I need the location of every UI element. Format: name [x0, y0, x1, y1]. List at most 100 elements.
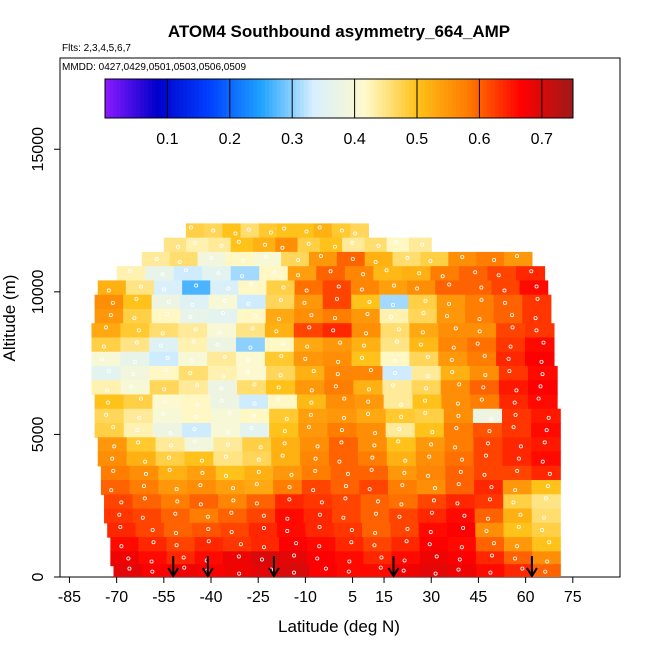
heat-cell: [97, 437, 128, 453]
colorbar-swatch: [413, 79, 418, 118]
sample-point: [259, 557, 264, 562]
heat-cell: [250, 537, 280, 552]
heat-cell: [322, 351, 353, 367]
heat-cell: [138, 551, 168, 567]
sample-point: [543, 496, 548, 501]
sample-point: [520, 566, 525, 571]
sample-point: [173, 511, 178, 516]
sample-point: [304, 288, 309, 293]
sample-point: [264, 255, 269, 260]
colorbar-swatch: [214, 79, 219, 118]
colorbar-swatch: [335, 79, 340, 118]
heat-cell: [94, 408, 125, 424]
colorbar-swatch: [284, 79, 289, 118]
colorbar-swatch: [296, 79, 301, 118]
heat-cell: [416, 480, 446, 495]
heat-cell: [248, 522, 278, 538]
sample-point: [543, 569, 548, 574]
sample-point: [127, 566, 132, 571]
heat-cell: [407, 280, 436, 296]
profile-arrow-head: [167, 567, 180, 578]
profile-arrow: [268, 556, 280, 578]
sample-point: [542, 440, 547, 445]
colorbar-swatch: [565, 79, 570, 118]
colorbar-swatch: [491, 79, 496, 118]
colorbar-swatch: [198, 79, 203, 118]
heat-cell: [467, 351, 497, 367]
colorbar-swatch: [190, 79, 196, 118]
sample-point: [366, 387, 371, 392]
sample-point: [181, 555, 186, 560]
sample-point: [117, 512, 122, 517]
sample-point: [276, 385, 281, 390]
heat-cell: [328, 451, 359, 467]
heat-cell: [493, 308, 523, 324]
sample-point: [515, 468, 520, 473]
heat-cell: [100, 465, 131, 481]
colorbar-swatch: [393, 79, 398, 118]
heat-cell: [502, 465, 533, 481]
heat-cell: [472, 408, 503, 424]
sample-point: [457, 557, 462, 562]
heat-cell: [149, 337, 179, 353]
heat-cell: [470, 394, 500, 410]
sample-point: [510, 313, 515, 318]
heat-cell: [149, 365, 180, 381]
heat-cell: [363, 551, 393, 567]
colorbar-swatch: [272, 79, 278, 118]
heat-cell: [351, 323, 382, 339]
heat-cell: [378, 280, 408, 296]
heat-cell: [123, 394, 154, 410]
heat-cell: [264, 323, 295, 339]
sample-point: [347, 559, 352, 564]
colorbar-swatch: [374, 79, 379, 118]
sample-point: [456, 482, 461, 487]
colorbar-swatch: [553, 79, 558, 118]
sample-point: [134, 296, 139, 301]
heat-cell: [379, 294, 409, 310]
heat-cell: [236, 365, 267, 381]
sample-point: [183, 268, 188, 273]
heat-cell: [448, 251, 477, 267]
heat-cell: [360, 494, 390, 510]
sample-point: [423, 398, 428, 403]
heat-cell: [380, 337, 411, 353]
sample-point: [252, 382, 257, 387]
sample-point: [394, 339, 399, 344]
sample-point: [425, 354, 430, 359]
heat-cell: [152, 423, 183, 438]
sample-point: [246, 357, 251, 362]
heat-cell: [225, 564, 254, 577]
sample-point: [440, 274, 445, 279]
heat-cell: [498, 365, 529, 381]
sample-point: [296, 258, 301, 263]
heat-cell: [213, 437, 243, 453]
heat-cell: [237, 308, 267, 324]
colorbar-swatch: [549, 79, 554, 118]
heat-cell: [364, 251, 394, 267]
heat-cell: [418, 522, 448, 538]
sample-point: [226, 286, 231, 291]
sample-point: [119, 500, 124, 505]
sample-point: [198, 483, 203, 488]
heat-cell: [473, 451, 504, 467]
sample-point: [453, 326, 458, 331]
x-tick-label: 60: [517, 589, 535, 606]
sample-point: [284, 416, 289, 421]
sample-point: [360, 355, 365, 360]
y-tick-label: 0: [30, 572, 47, 581]
sample-point: [370, 455, 375, 460]
heat-cell: [173, 266, 203, 282]
colorbar-swatch: [186, 79, 192, 118]
colorbar-swatch: [471, 79, 476, 118]
y-tick-label: 15000: [30, 127, 47, 172]
colorbar-swatch: [132, 79, 137, 118]
sample-point: [403, 458, 408, 463]
sample-point: [253, 314, 258, 319]
sample-point: [154, 257, 159, 262]
heat-cell: [242, 437, 272, 453]
heat-cell: [446, 494, 476, 510]
heat-cell: [100, 480, 131, 495]
heat-cell: [502, 437, 532, 453]
colorbar-swatch: [514, 79, 519, 118]
